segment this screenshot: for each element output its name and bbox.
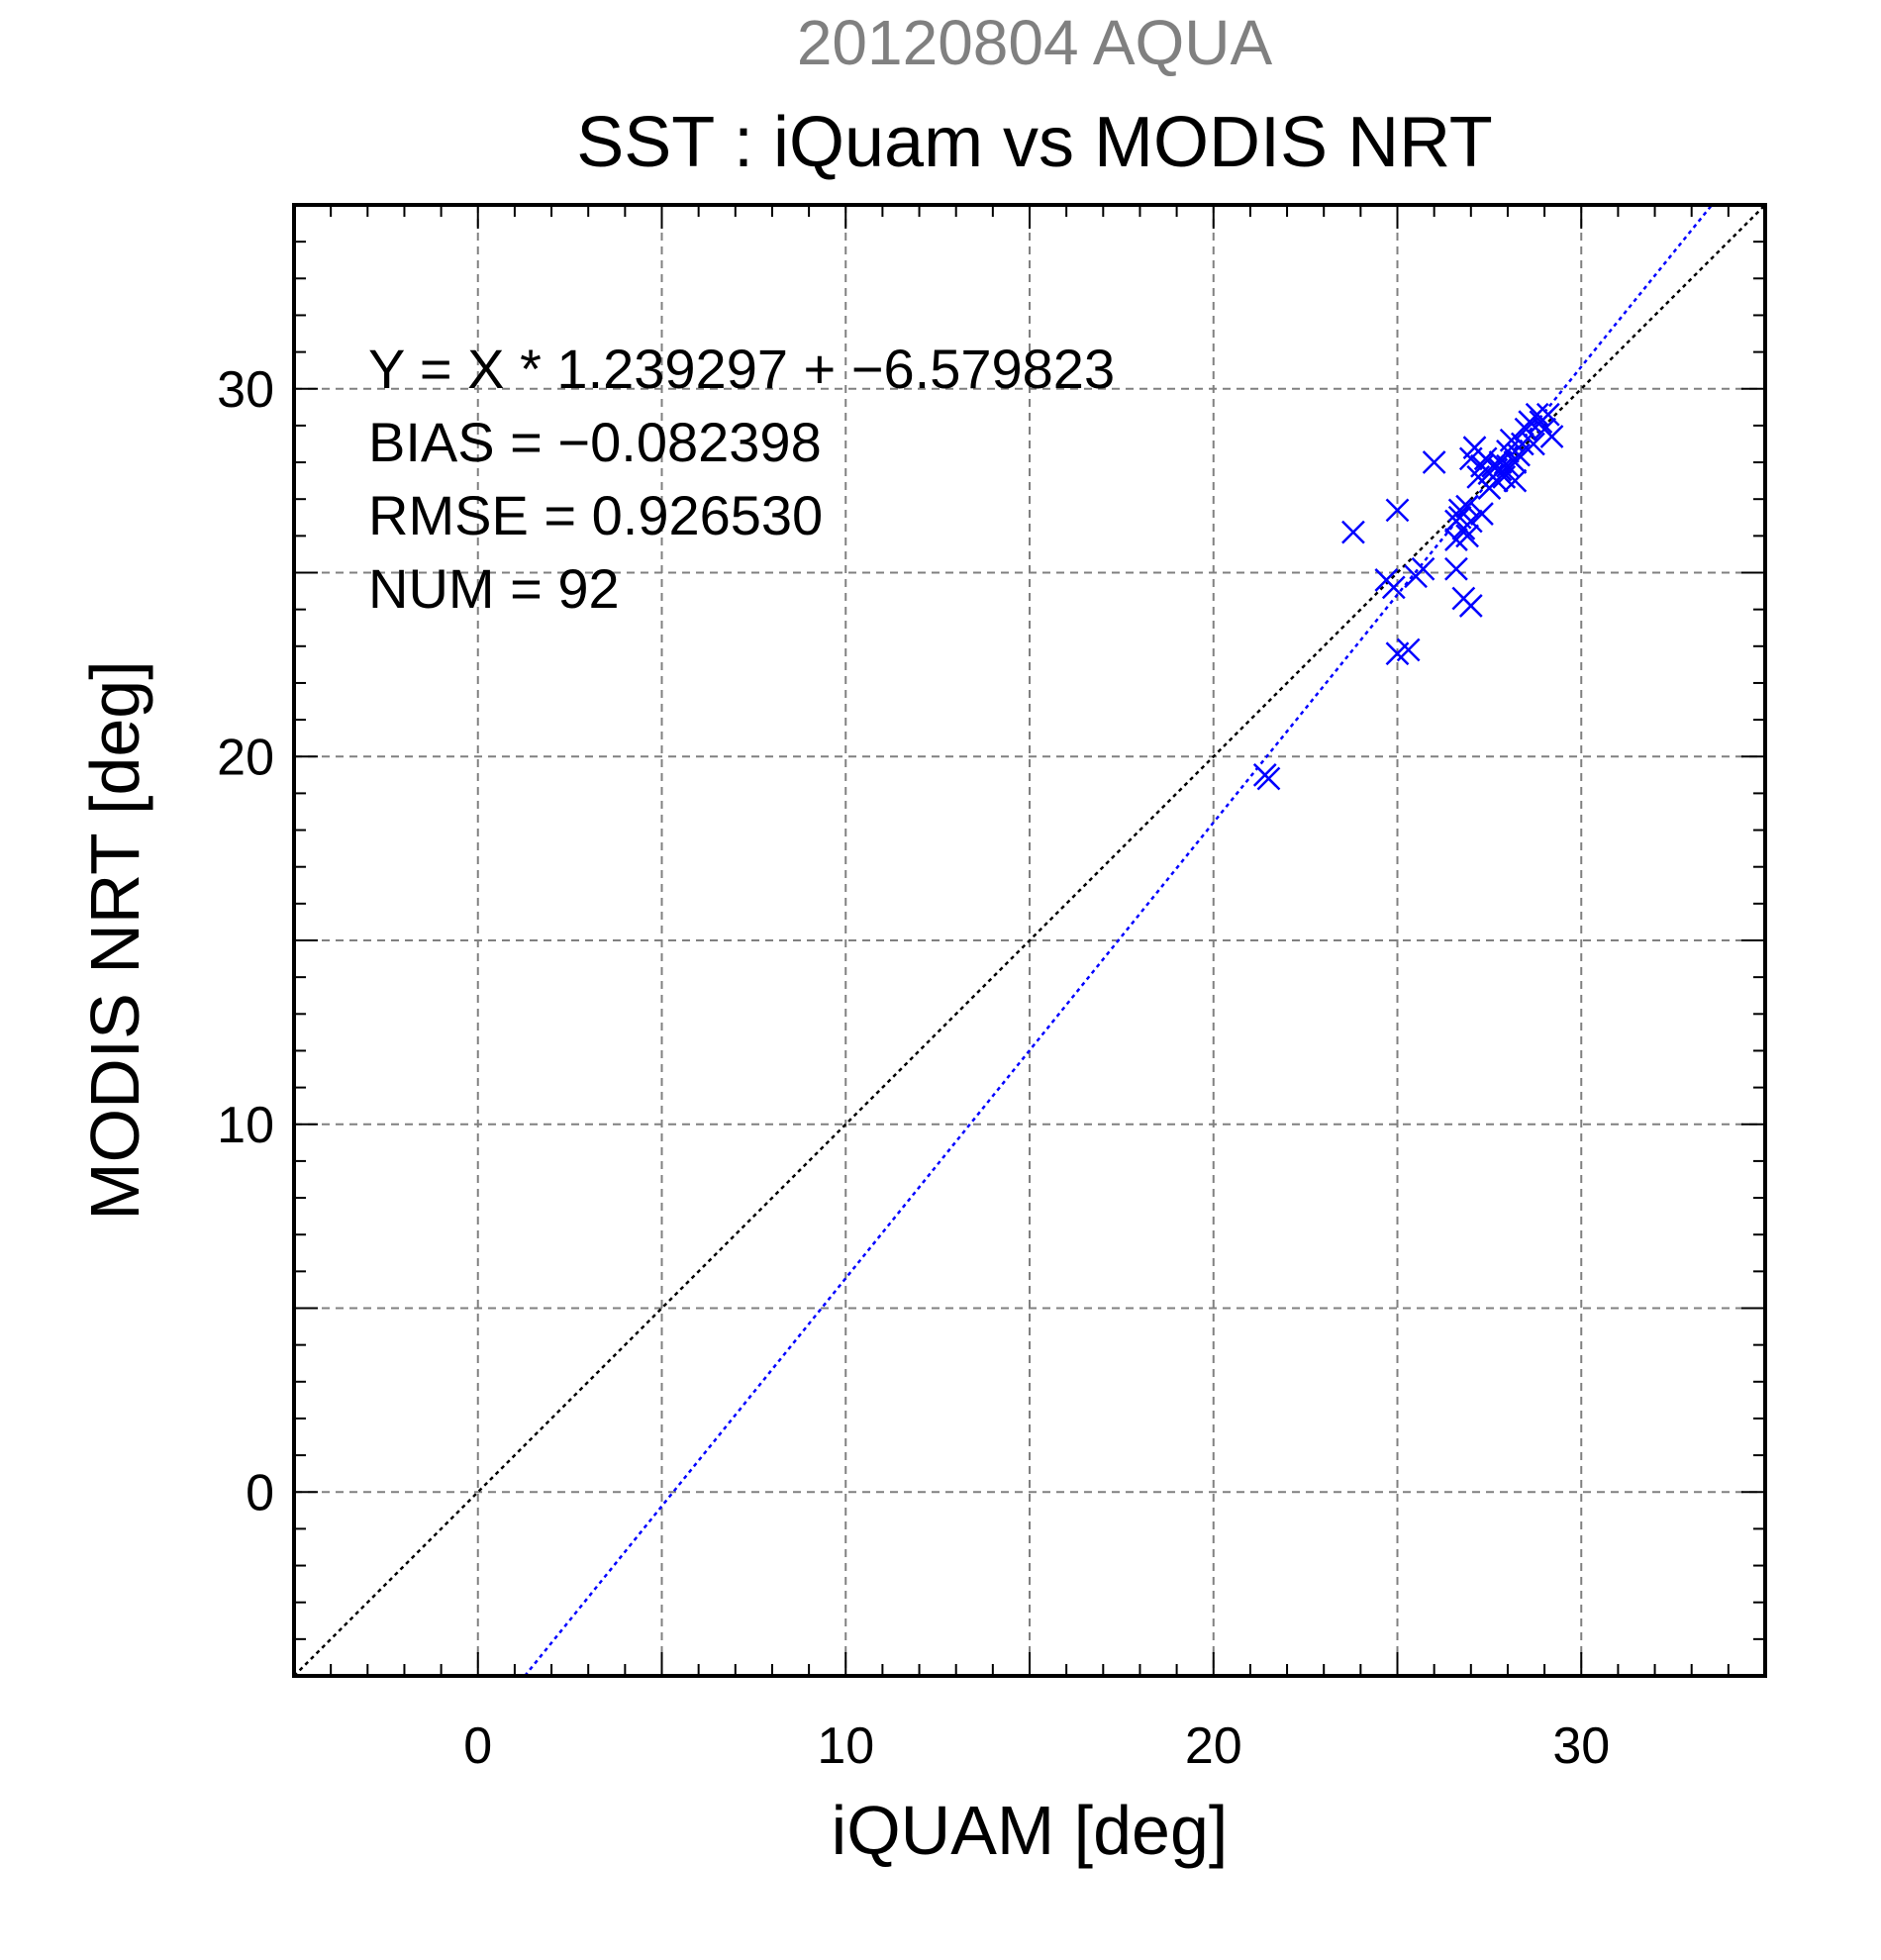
tick-labels: 0 10 20 30 0 10 20 30 (217, 361, 1610, 1775)
regression-fit-line (524, 204, 1714, 1677)
data-point (1422, 450, 1446, 474)
data-point (1458, 509, 1483, 534)
y-tick-label: 20 (217, 729, 274, 786)
data-point (1514, 417, 1538, 441)
chart-title: SST : iQuam vs MODIS NRT (576, 103, 1493, 182)
data-point (1385, 498, 1410, 523)
y-tick-label: 10 (217, 1097, 274, 1154)
annotation-fit-equation: Y = X * 1.239297 + −6.579823 (368, 338, 1115, 400)
data-point (1458, 594, 1483, 618)
data-point (1522, 432, 1545, 456)
data-point (1503, 450, 1528, 474)
plot-frame (292, 203, 1767, 1678)
data-point (1396, 637, 1421, 662)
data-point (1510, 432, 1534, 456)
y-axis-label: MODIS NRT [deg] (76, 660, 153, 1220)
data-point (1503, 468, 1528, 493)
data-point (1455, 494, 1479, 519)
data-point (1444, 556, 1468, 581)
chart-subtitle: 20120804 AQUA (797, 7, 1273, 78)
data-point (1470, 502, 1494, 526)
x-tick-label: 10 (817, 1717, 874, 1775)
annotation-bias: BIAS = −0.082398 (368, 411, 822, 473)
y-tick-label: 0 (246, 1464, 274, 1521)
one-to-one-line (293, 204, 1766, 1677)
data-point (1525, 402, 1549, 427)
data-point (1535, 402, 1560, 427)
x-tick-label: 0 (463, 1717, 492, 1775)
data-point (1455, 524, 1479, 548)
x-tick-label: 20 (1185, 1717, 1242, 1775)
reference-lines (293, 204, 1766, 1677)
x-axis-label: iQUAM [deg] (832, 1792, 1229, 1869)
data-point (1539, 425, 1564, 448)
annotation-num: NUM = 92 (368, 557, 620, 620)
data-point (1411, 556, 1436, 581)
data-points (1252, 402, 1564, 791)
data-point (1488, 457, 1513, 482)
data-point (1341, 520, 1365, 544)
data-point (1256, 766, 1281, 791)
x-tick-label: 30 (1552, 1717, 1610, 1775)
stats-annotations: Y = X * 1.239297 + −6.579823 BIAS = −0.0… (368, 338, 1115, 620)
data-point (1381, 575, 1406, 600)
y-tick-label: 30 (217, 361, 274, 419)
annotation-rmse: RMSE = 0.926530 (368, 484, 823, 546)
